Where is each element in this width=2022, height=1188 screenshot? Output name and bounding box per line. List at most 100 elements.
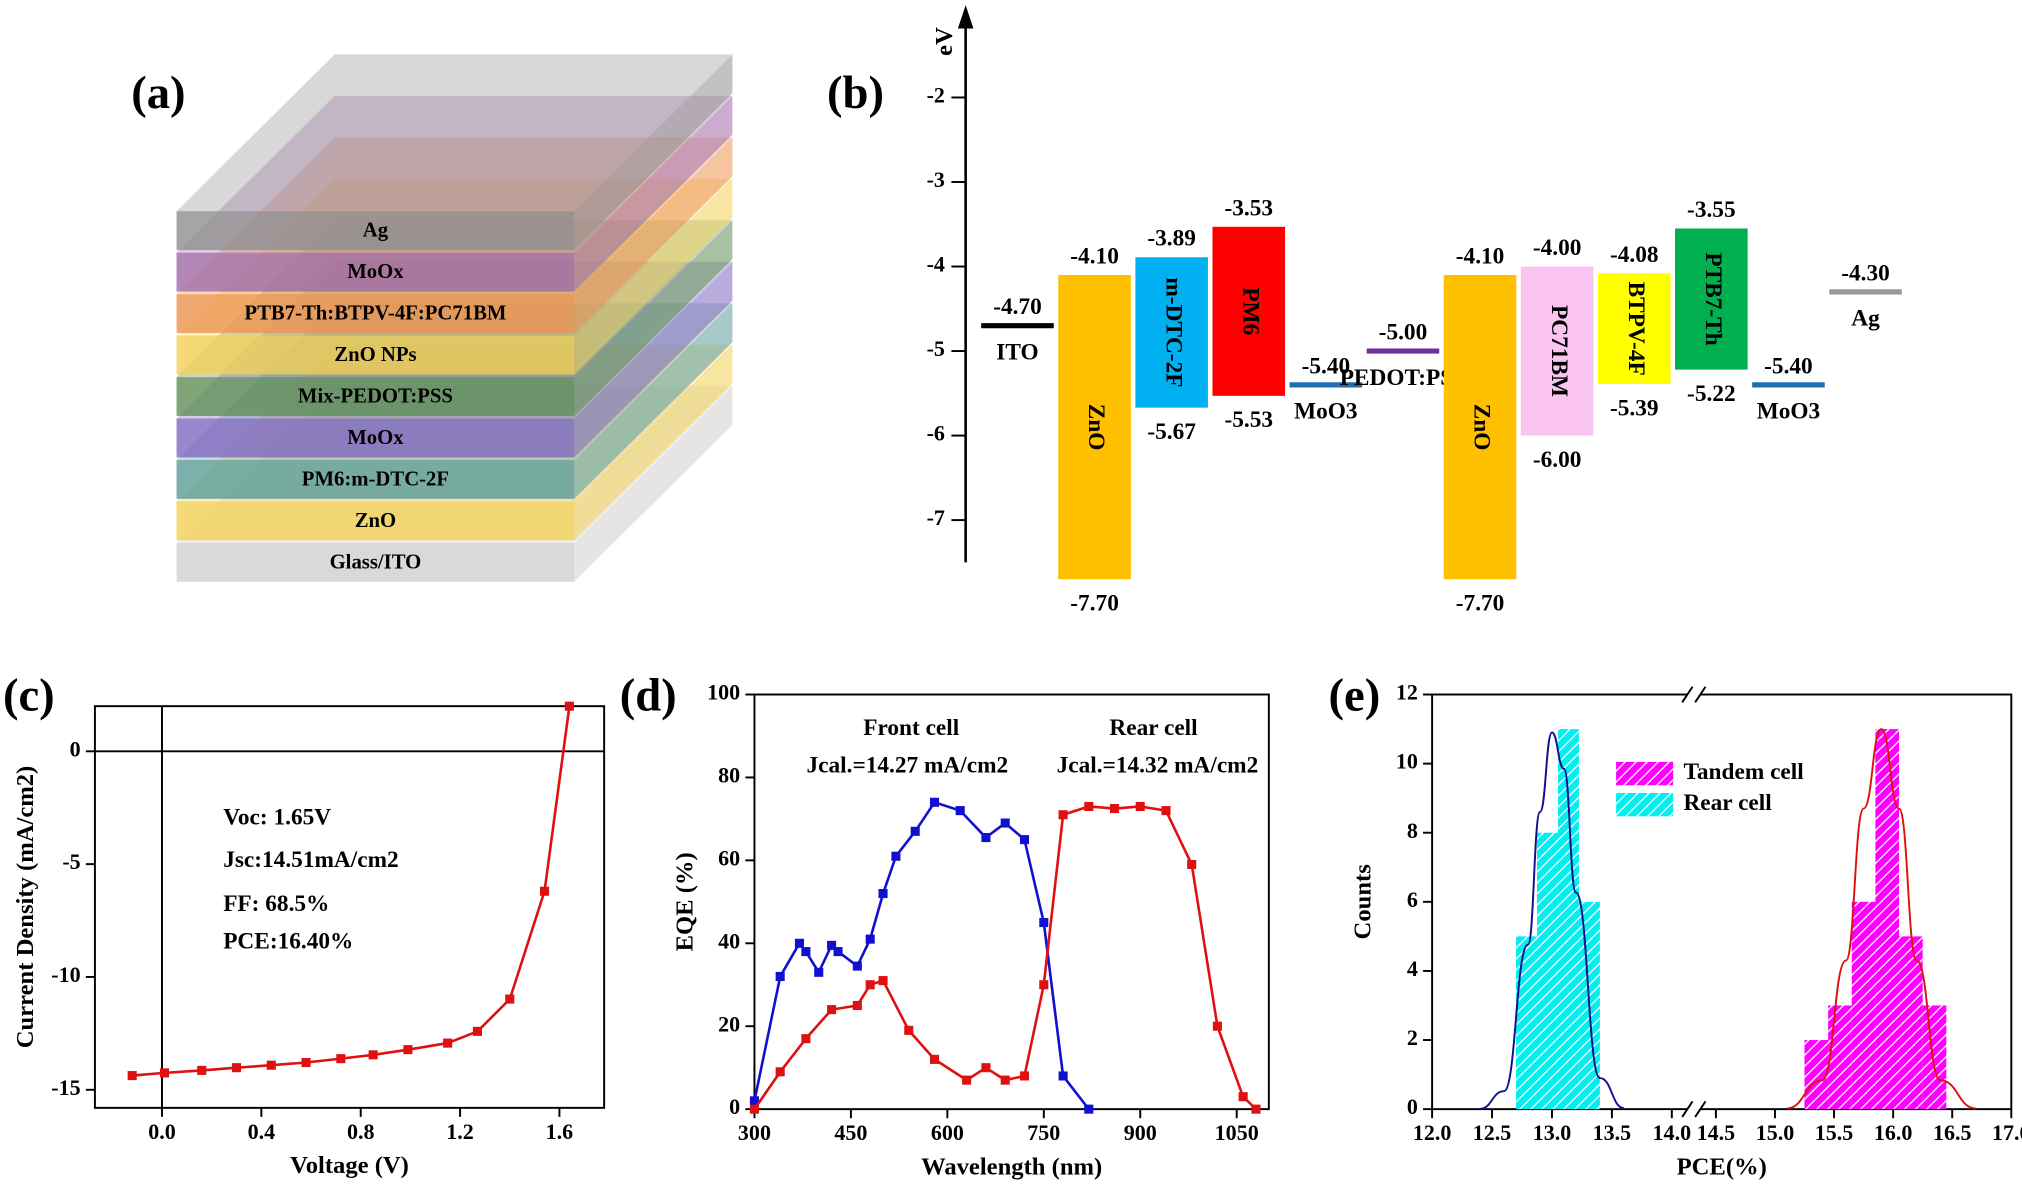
panel-label: (b) xyxy=(827,67,884,119)
layer-side xyxy=(574,220,733,416)
x-axis-label: Voltage (V) xyxy=(290,1152,409,1179)
value-label: -5.40 xyxy=(1302,353,1351,379)
value-label: -4.00 xyxy=(1533,235,1582,261)
energy-band xyxy=(1597,273,1671,385)
data-point xyxy=(962,1075,972,1085)
y-tick-label: 2 xyxy=(1407,1025,1418,1050)
y-tick-label: 10 xyxy=(1396,749,1418,774)
data-point xyxy=(775,1067,785,1077)
y-tick-label: 0 xyxy=(70,736,81,761)
data-point xyxy=(1000,818,1010,828)
layer-label: PTB7-Th:BTPV-4F:PC71BM xyxy=(244,303,506,325)
value-label: -5.22 xyxy=(1687,381,1736,407)
y-tick-label: -10 xyxy=(51,962,80,987)
layer-front xyxy=(176,335,575,375)
legend-swatch xyxy=(1616,792,1674,817)
annotation: Front cell xyxy=(863,715,960,741)
material-name: ITO xyxy=(996,340,1038,366)
data-point xyxy=(564,701,574,711)
layer-front xyxy=(176,459,575,499)
layer-front xyxy=(176,377,575,416)
data-point xyxy=(1084,801,1094,811)
x-tick-label: 750 xyxy=(1027,1120,1060,1145)
y-axis-label: Counts xyxy=(1349,864,1376,939)
y-axis-label: eV xyxy=(931,27,958,56)
value-label: -5.67 xyxy=(1147,419,1196,445)
data-point xyxy=(1019,835,1030,845)
x-tick-label: 16.0 xyxy=(1874,1120,1913,1145)
x-tick-label: 1050 xyxy=(1215,1120,1259,1145)
layer-front xyxy=(176,211,575,251)
y-tick-label: 0 xyxy=(729,1094,740,1119)
material-name: PM6 xyxy=(1237,287,1263,335)
data-point xyxy=(1058,810,1068,820)
layer-label: MoOx xyxy=(347,261,404,283)
x-axis-label: PCE(%) xyxy=(1677,1153,1767,1180)
data-point xyxy=(159,1068,170,1078)
data-point xyxy=(1058,1071,1068,1081)
material-name: m-DTC-2F xyxy=(1160,277,1186,387)
x-tick-label: 0.4 xyxy=(248,1119,276,1144)
y-tick-label: -4 xyxy=(927,252,945,277)
material-name: PTB7-Th xyxy=(1700,252,1726,345)
axis-break xyxy=(1681,1100,1694,1118)
histogram-bar xyxy=(1922,1005,1947,1110)
y-tick-label: -7 xyxy=(927,505,945,530)
x-tick-label: 1.2 xyxy=(446,1119,474,1144)
layer-side xyxy=(574,344,733,541)
data-point xyxy=(1019,1071,1030,1081)
x-tick-label: 600 xyxy=(931,1120,964,1145)
data-point xyxy=(1187,859,1197,870)
x-tick-label: 450 xyxy=(834,1120,867,1145)
data-point xyxy=(1238,1092,1248,1102)
value-label: -5.39 xyxy=(1610,395,1659,421)
annotation: Rear cell xyxy=(1109,715,1198,741)
data-point xyxy=(403,1045,413,1055)
data-point xyxy=(955,806,965,816)
y-tick-label: -15 xyxy=(51,1075,80,1100)
value-label: -6.00 xyxy=(1533,447,1582,473)
energy-band xyxy=(1520,266,1594,436)
axis-break-gap xyxy=(1687,1105,1701,1114)
histogram-bar xyxy=(1804,1040,1829,1110)
y-tick-label: 4 xyxy=(1407,956,1418,981)
histogram-bar xyxy=(1536,832,1558,1110)
data-point xyxy=(852,961,862,971)
data-point xyxy=(801,1034,811,1044)
y-tick-label: 80 xyxy=(718,762,740,787)
layer-label: ZnO xyxy=(355,510,396,532)
histogram-bar xyxy=(1875,729,1900,1110)
value-label: -5.00 xyxy=(1379,320,1428,346)
material-name: Ag xyxy=(1851,306,1880,332)
y-tick-label: 12 xyxy=(1396,680,1418,705)
histogram-bar xyxy=(1828,1005,1852,1110)
y-tick-label: 8 xyxy=(1407,818,1418,843)
layer-front xyxy=(176,418,575,458)
panel-label: (d) xyxy=(620,669,677,721)
fit-curve xyxy=(1786,728,1976,1110)
data-point xyxy=(910,826,920,836)
value-label: -4.10 xyxy=(1456,243,1505,269)
data-point xyxy=(368,1050,378,1060)
legend-label: Tandem cell xyxy=(1683,759,1804,785)
layer-front xyxy=(176,501,575,541)
data-point xyxy=(1084,1104,1094,1114)
value-label: -5.40 xyxy=(1764,353,1813,379)
layer-label: PM6:m-DTC-2F xyxy=(302,468,449,490)
y-tick-label: 40 xyxy=(718,928,740,953)
axis-break xyxy=(1681,686,1694,703)
plot-frame xyxy=(753,693,1270,1111)
layer-side xyxy=(574,386,733,582)
value-label: -3.55 xyxy=(1687,197,1736,223)
x-tick-label: 14.0 xyxy=(1653,1120,1692,1145)
axis-break xyxy=(1694,1100,1707,1118)
energy-band xyxy=(1212,226,1286,396)
data-point xyxy=(814,967,824,977)
annotation: Jcal.=14.32 mA/cm2 xyxy=(1057,752,1259,778)
x-tick-label: 13.5 xyxy=(1593,1120,1632,1145)
value-label: -7.70 xyxy=(1456,591,1505,617)
y-axis-label: EQE (%) xyxy=(672,852,699,951)
data-point xyxy=(1251,1104,1261,1114)
x-tick-label: 0.0 xyxy=(148,1119,176,1144)
